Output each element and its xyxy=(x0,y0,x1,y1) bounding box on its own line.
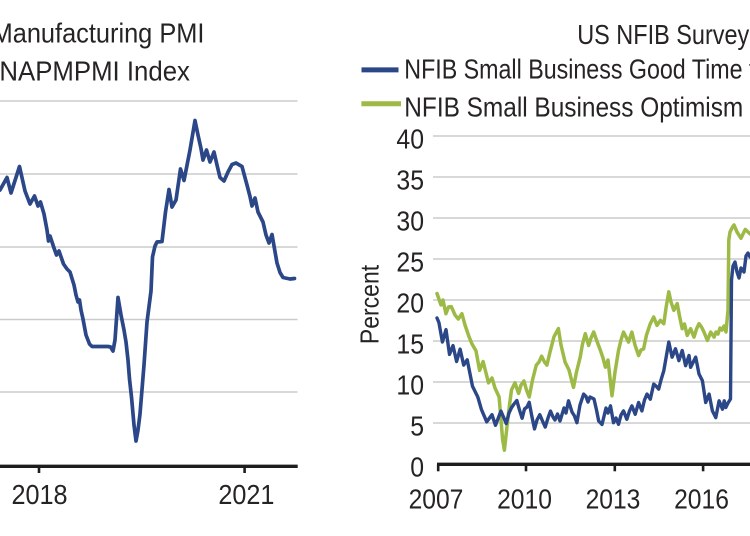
svg-text:NFIB Small Business Optimism I: NFIB Small Business Optimism Index xyxy=(404,91,750,123)
svg-text:35: 35 xyxy=(396,164,424,196)
svg-text:2016: 2016 xyxy=(674,483,729,515)
svg-text:NFIB Small Business Good Time: NFIB Small Business Good Time to Expand xyxy=(404,54,750,84)
svg-text:15: 15 xyxy=(396,328,424,360)
svg-text:2007: 2007 xyxy=(409,483,464,515)
svg-text:10: 10 xyxy=(396,369,424,401)
svg-text:US NFIB Survey: US NFIB Survey xyxy=(577,20,749,50)
svg-text:Percent: Percent xyxy=(356,265,385,344)
svg-text:30: 30 xyxy=(396,205,424,237)
svg-text:0: 0 xyxy=(410,451,424,483)
svg-text:5: 5 xyxy=(410,410,424,442)
svg-text:2021: 2021 xyxy=(218,479,274,511)
svg-text:2013: 2013 xyxy=(586,483,641,515)
svg-text:40: 40 xyxy=(396,123,424,155)
svg-text:Manufacturing PMI: Manufacturing PMI xyxy=(0,17,204,48)
svg-text:NAPMPMI Index: NAPMPMI Index xyxy=(0,55,190,86)
svg-text:20: 20 xyxy=(396,287,424,319)
svg-text:25: 25 xyxy=(396,246,424,278)
svg-text:2018: 2018 xyxy=(11,479,67,511)
svg-text:2010: 2010 xyxy=(497,483,552,515)
